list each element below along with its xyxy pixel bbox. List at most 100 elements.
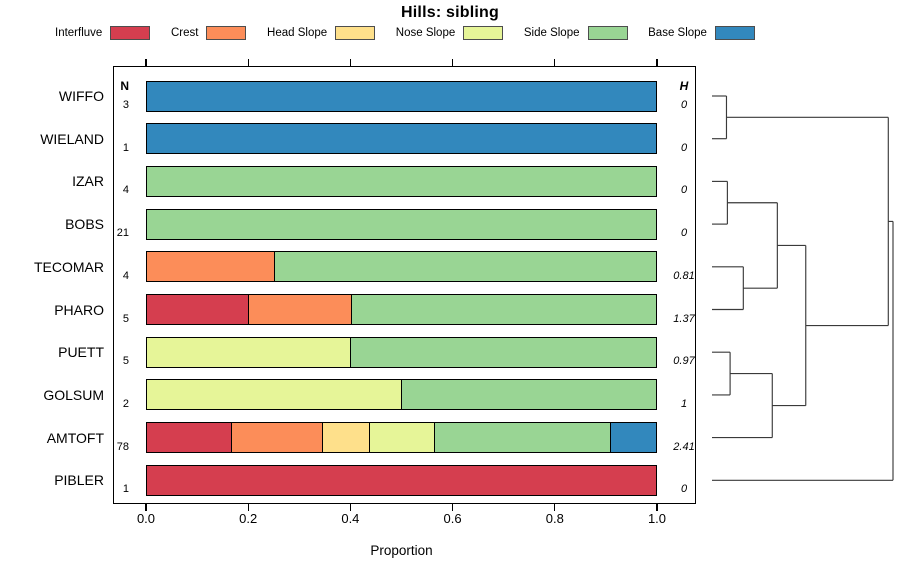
stacked-bar <box>146 294 657 325</box>
row-label: WIELAND <box>40 130 104 147</box>
x-axis-tick-label: 0.2 <box>239 511 258 526</box>
bar-segment-base-slope <box>147 81 656 111</box>
n-value: 5 <box>122 312 129 325</box>
x-axis-tick <box>451 503 454 511</box>
x-axis-tick-top <box>349 59 352 66</box>
bar-segment-side-slope <box>147 166 656 196</box>
row-label: WIFFO <box>58 88 104 104</box>
n-value: 1 <box>122 483 129 496</box>
x-axis-tick-top <box>247 59 249 66</box>
x-axis-tick-top <box>451 59 454 66</box>
bar-segment-interfluve <box>147 423 233 453</box>
x-axis-tick-label: 0.0 <box>136 511 156 526</box>
bar-segment-crest <box>249 295 352 324</box>
n-value: 1 <box>122 141 129 154</box>
bar-segment-nose-slope <box>369 423 436 453</box>
h-value: 1.37 <box>673 312 695 325</box>
bar-segment-base-slope <box>610 423 656 453</box>
x-axis-title: Proportion <box>370 543 433 558</box>
n-value: 3 <box>122 99 129 111</box>
stacked-bar <box>146 123 657 155</box>
n-column-header: N <box>120 79 129 93</box>
x-axis-tick <box>554 503 556 511</box>
x-axis-tick-top <box>656 59 658 66</box>
stacked-bar <box>146 379 657 411</box>
legend-item: Base Slope <box>648 26 755 40</box>
n-value: 5 <box>122 355 129 368</box>
legend-label: Nose Slope <box>395 27 456 39</box>
x-axis-tick <box>656 503 658 511</box>
legend: Interfluve Crest Head Slope Nose Slope Side … <box>55 26 755 40</box>
x-axis-tick-top <box>554 59 556 66</box>
bar-segment-nose-slope <box>147 380 402 410</box>
row-label: PHARO <box>54 301 104 318</box>
bar-segment-head-slope <box>323 423 370 453</box>
x-axis-tick-label: 0.4 <box>341 511 360 526</box>
legend-item: Side Slope <box>524 26 628 40</box>
stacked-bar <box>146 336 657 368</box>
legend-item: Head Slope <box>267 26 376 40</box>
legend-swatch-interfluve <box>110 26 151 40</box>
legend-item: Crest <box>170 26 247 40</box>
n-value: 21 <box>116 227 129 240</box>
row-label: TECOMAR <box>34 258 104 275</box>
h-value: 0.97 <box>673 355 695 368</box>
page-title: Hills: sibling <box>401 4 499 21</box>
stacked-bar <box>146 80 657 112</box>
bar-segment-crest <box>232 423 324 453</box>
x-axis-tick <box>145 503 147 511</box>
legend-swatch-base-slope <box>714 26 755 40</box>
bar-segment-side-slope <box>147 209 656 239</box>
x-axis-tick-label: 1.0 <box>647 511 667 526</box>
plot-box <box>112 66 696 504</box>
legend-item: Nose Slope <box>395 26 504 40</box>
legend-label: Base Slope <box>648 27 707 39</box>
row-label: GOLSUM <box>43 386 104 403</box>
h-value: 0 <box>680 227 688 240</box>
n-value: 2 <box>122 397 129 410</box>
h-value: 0 <box>680 483 688 496</box>
stacked-bar <box>146 251 657 283</box>
bar-segment-base-slope <box>147 124 656 154</box>
h-value: 2.41 <box>673 440 695 453</box>
stacked-bar <box>146 422 657 454</box>
n-value: 78 <box>116 440 129 453</box>
row-label: PIBLER <box>54 472 104 489</box>
legend-item: Interfluve <box>55 26 151 40</box>
legend-label: Head Slope <box>267 27 328 39</box>
bar-segment-side-slope <box>435 423 611 453</box>
x-axis-tick-label: 0.6 <box>443 511 462 526</box>
bar-segment-side-slope <box>351 295 657 324</box>
h-column-header: H <box>679 79 689 93</box>
stacked-bar <box>146 464 657 496</box>
bar-segment-crest <box>147 252 275 282</box>
x-axis-tick-label: 0.8 <box>545 511 564 526</box>
bar-segment-nose-slope <box>147 337 352 367</box>
row-label: PUETT <box>58 344 104 361</box>
x-axis-tick <box>349 503 352 511</box>
h-value: 0.81 <box>673 269 695 282</box>
n-value: 4 <box>122 184 129 197</box>
bar-segment-side-slope <box>275 252 656 282</box>
legend-label: Interfluve <box>55 27 103 39</box>
bar-segment-side-slope <box>402 380 656 410</box>
row-label: BOBS <box>65 216 104 233</box>
legend-swatch-crest <box>206 26 247 40</box>
x-axis-tick-top <box>145 59 147 66</box>
legend-swatch-side-slope <box>587 26 628 40</box>
stacked-bar <box>146 165 657 197</box>
h-value: 0 <box>680 184 688 197</box>
bar-segment-interfluve <box>147 295 250 324</box>
h-value: 1 <box>680 397 688 410</box>
legend-swatch-head-slope <box>335 26 376 40</box>
legend-label: Crest <box>170 27 199 39</box>
h-value: 0 <box>680 99 688 111</box>
row-label: IZAR <box>72 173 104 190</box>
legend-swatch-nose-slope <box>463 26 504 40</box>
n-value: 4 <box>122 269 129 282</box>
legend-label: Side Slope <box>523 27 580 39</box>
x-axis-tick <box>247 503 249 511</box>
stacked-bar <box>146 208 657 240</box>
bar-segment-interfluve <box>147 465 656 495</box>
